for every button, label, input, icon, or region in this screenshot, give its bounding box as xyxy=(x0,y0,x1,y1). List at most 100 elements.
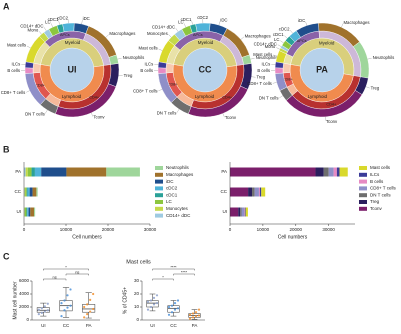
data-point xyxy=(170,304,174,307)
segment-label: DN T cells xyxy=(157,111,177,116)
chart-title: Mast cells xyxy=(126,259,151,265)
ring-segment xyxy=(157,67,167,74)
bar-segment xyxy=(315,167,324,177)
leader-line xyxy=(158,48,163,51)
segment-label: LC xyxy=(274,37,280,42)
box xyxy=(146,300,159,308)
ring-segment xyxy=(157,61,167,69)
chart-title: PA xyxy=(316,64,328,74)
segment-label: CD8+ T cells xyxy=(1,90,26,95)
data-point xyxy=(191,316,195,319)
bar-segment xyxy=(244,207,246,217)
leader-line xyxy=(290,30,293,34)
segment-label: CD8+ T cells xyxy=(133,88,158,93)
data-point xyxy=(152,303,156,306)
x-axis-label: Cell numbers xyxy=(72,234,102,240)
segment-label: cDC2 xyxy=(57,15,68,20)
bar-segment xyxy=(28,207,31,217)
legend-label: CD8+ T cells xyxy=(370,186,396,191)
leader-line xyxy=(175,28,179,32)
bar-segment xyxy=(31,167,35,177)
bar-segment xyxy=(254,187,259,197)
leader-line xyxy=(158,89,163,92)
ring-segment xyxy=(195,22,211,33)
segment-label: LC xyxy=(45,20,51,25)
legend-label: cDC1 xyxy=(166,192,178,197)
leader-line xyxy=(272,82,277,84)
x-tick-label: 10000 xyxy=(60,227,73,232)
segment-label: cDC2 xyxy=(197,15,208,20)
bar-segment xyxy=(259,187,262,197)
ring-label: CD8+ xyxy=(168,83,179,87)
legend-label: LC xyxy=(166,199,173,204)
legend-swatch xyxy=(155,166,163,170)
segment-label: Macrophages xyxy=(343,20,369,25)
bar-segment xyxy=(25,187,27,197)
x-tick-label: 30000 xyxy=(322,227,335,232)
legend-label: CD14+ dDC xyxy=(166,213,191,218)
bar-segment xyxy=(336,167,340,177)
data-point xyxy=(188,317,192,320)
leader-line xyxy=(50,23,53,28)
bar-segment xyxy=(27,187,30,197)
legend-swatch xyxy=(359,200,367,204)
data-point xyxy=(69,288,72,291)
leader-line xyxy=(280,40,284,44)
ring-label: Myeloid xyxy=(65,40,81,45)
legend-swatch xyxy=(155,213,163,218)
legend-label: Monocytes xyxy=(166,206,189,211)
ring-label: Lymphoid xyxy=(308,94,328,99)
data-point xyxy=(46,302,49,305)
leader-line xyxy=(276,47,280,50)
data-point xyxy=(92,292,95,296)
bar-segment xyxy=(245,207,248,217)
y-axis-label: % of CD45+ xyxy=(122,287,128,314)
bar-segment xyxy=(248,187,253,197)
y-tick-label: 4000 xyxy=(19,291,30,296)
bar-segment xyxy=(30,207,35,217)
data-point xyxy=(173,302,177,305)
data-point xyxy=(149,305,153,309)
leader-line xyxy=(45,109,48,114)
leader-line xyxy=(26,45,31,49)
x-tick-label: 0 xyxy=(23,227,26,232)
x-axis-label: Cell numbers xyxy=(278,234,308,240)
data-point xyxy=(146,300,150,303)
sunburst-center xyxy=(50,48,94,92)
bar-segment xyxy=(24,187,26,197)
leader-line xyxy=(251,76,256,78)
chart-title: CC xyxy=(199,64,212,74)
ring-segment xyxy=(282,62,291,74)
data-point xyxy=(89,298,92,301)
segment-label: Macrophages xyxy=(245,33,271,38)
bar-segment xyxy=(32,187,37,197)
segment-label: Tconv xyxy=(326,119,338,124)
sunburst-center xyxy=(300,48,344,92)
data-point xyxy=(194,315,198,318)
data-point xyxy=(191,312,195,315)
leader-line xyxy=(240,36,244,40)
data-point xyxy=(69,304,72,307)
legend-label: Treg xyxy=(370,199,380,204)
ring-label: CD4+ xyxy=(326,102,337,106)
leader-line xyxy=(277,44,282,47)
ring-label: CD8+ xyxy=(35,84,46,88)
bar-segment xyxy=(339,167,348,177)
bar-segment xyxy=(323,167,329,177)
bar-segment xyxy=(240,207,242,217)
segment-label: CD14+ dDC xyxy=(254,41,277,46)
legend-label: iDC xyxy=(166,179,174,184)
x-tick-label: CC xyxy=(170,323,177,328)
data-point xyxy=(60,302,63,305)
bar-segment xyxy=(27,207,29,217)
legend-swatch xyxy=(155,172,163,177)
ring-segment xyxy=(24,61,34,69)
data-point xyxy=(146,308,150,311)
significance-bracket xyxy=(152,278,174,281)
data-point xyxy=(37,308,40,311)
data-point xyxy=(83,316,86,319)
segment-label: CD14+ dDC xyxy=(20,24,43,29)
y-tick-label: PA xyxy=(221,169,227,174)
legend-swatch xyxy=(155,186,163,191)
leader-line xyxy=(117,58,122,60)
